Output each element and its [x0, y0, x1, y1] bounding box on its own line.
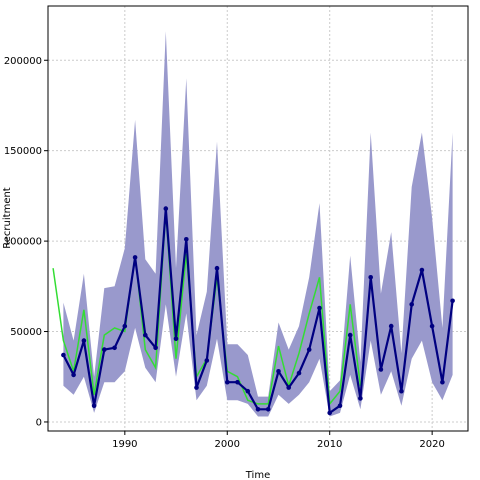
estimate-point: [358, 396, 363, 401]
y-tick-label: 200000: [4, 56, 42, 67]
x-axis-label: Time: [245, 470, 270, 480]
estimate-point: [71, 372, 76, 378]
estimate-point: [112, 345, 117, 351]
estimate-point: [347, 332, 353, 338]
estimate-point: [122, 323, 128, 329]
estimate-point: [317, 305, 322, 311]
estimate-point: [204, 358, 210, 363]
confidence-band: [63, 31, 453, 417]
tick-layer: 1990 2000 2010 2020 0 50000 100000 150000 200000: [4, 56, 445, 450]
estimate-point: [235, 379, 240, 385]
estimate-point: [388, 323, 394, 329]
estimate-point: [378, 367, 384, 372]
x-tick-label: 2010: [317, 439, 342, 450]
plot-frame: [47, 5, 469, 432]
estimate-point: [91, 403, 97, 409]
estimate-point: [276, 369, 281, 374]
estimate-point: [225, 379, 230, 385]
y-tick-label: 0: [36, 417, 42, 428]
estimate-point: [255, 407, 261, 412]
estimate-point: [173, 336, 179, 342]
estimate-point: [81, 338, 87, 343]
estimate-point: [132, 255, 138, 260]
y-tick-label: 150000: [4, 146, 42, 157]
estimate-point: [61, 352, 66, 358]
series-layer: [52, 206, 455, 416]
y-axis-label: Recruitment: [2, 187, 13, 249]
estimate-point: [296, 370, 302, 376]
estimate-point: [419, 267, 425, 273]
estimate-point: [143, 332, 148, 338]
estimate-point: [399, 388, 404, 394]
y-tick-label: 100000: [4, 237, 42, 248]
estimate-point: [368, 275, 374, 280]
estimate-point: [163, 206, 169, 211]
x-tick-label: 1990: [112, 439, 137, 450]
estimate-point: [306, 347, 312, 352]
x-tick-label: 2000: [215, 439, 240, 450]
x-tick-label: 2020: [419, 439, 444, 450]
y-tick-label: 50000: [10, 327, 42, 338]
estimate-point: [184, 237, 189, 242]
estimate-point: [153, 345, 158, 351]
estimate-point: [327, 410, 333, 416]
estimate-point: [194, 385, 199, 390]
estimate-point: [409, 302, 415, 307]
estimate-point: [214, 265, 220, 271]
estimate-point: [337, 403, 343, 409]
confidence-band-layer: [63, 31, 453, 417]
estimate-point: [102, 347, 107, 352]
estimate-point: [440, 379, 445, 385]
estimate-point: [245, 388, 251, 394]
estimate-point: [265, 407, 271, 412]
estimate-point: [450, 298, 455, 304]
estimate-point: [429, 323, 435, 329]
estimate-point: [286, 385, 292, 390]
